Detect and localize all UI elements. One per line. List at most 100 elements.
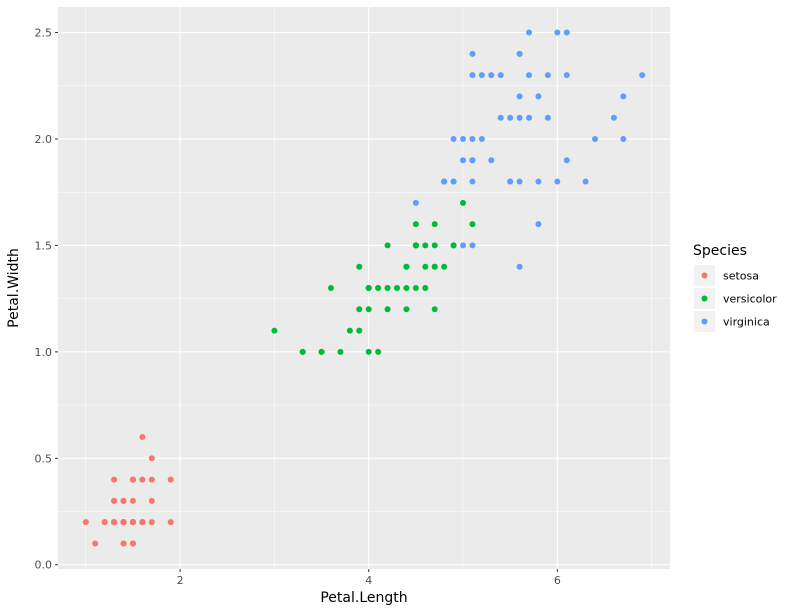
data-point-virginica [488, 72, 495, 79]
legend-label-virginica: virginica [723, 316, 770, 329]
data-point-virginica [639, 72, 646, 79]
data-point-virginica [535, 221, 542, 228]
data-point-versicolor [403, 285, 410, 291]
data-point-setosa [148, 455, 155, 462]
data-point-versicolor [384, 285, 391, 291]
data-point-versicolor [412, 221, 419, 228]
data-point-virginica [563, 157, 570, 164]
data-point-versicolor [365, 306, 372, 313]
data-point-setosa [111, 519, 118, 526]
data-point-virginica [478, 135, 485, 142]
data-point-versicolor [431, 263, 438, 270]
data-point-versicolor [356, 263, 363, 270]
data-point-versicolor [271, 327, 278, 334]
data-point-setosa [111, 497, 118, 504]
data-point-setosa [111, 476, 118, 483]
data-point-virginica [488, 157, 495, 164]
legend-title: Species [693, 243, 747, 259]
data-point-setosa [148, 497, 155, 504]
data-point-virginica [469, 178, 476, 185]
y-tick-label: 0.0 [35, 559, 53, 572]
data-point-versicolor [431, 306, 438, 313]
y-tick-label: 1.5 [35, 239, 53, 252]
data-point-versicolor [431, 221, 438, 228]
legend-marker-setosa [701, 272, 708, 279]
data-point-virginica [535, 93, 542, 100]
data-point-versicolor [412, 285, 419, 291]
data-point-setosa [129, 519, 136, 526]
data-point-virginica [497, 114, 504, 121]
y-tick-label: 0.5 [35, 452, 53, 465]
data-point-versicolor [327, 285, 334, 291]
data-point-setosa [129, 476, 136, 483]
data-point-virginica [526, 29, 533, 36]
data-point-versicolor [356, 306, 363, 313]
data-point-versicolor [450, 242, 457, 249]
data-point-versicolor [422, 285, 429, 291]
data-point-virginica [554, 29, 561, 36]
data-point-versicolor [441, 263, 448, 270]
data-point-virginica [516, 114, 523, 121]
y-tick-label: 2.0 [35, 133, 53, 146]
data-point-versicolor [403, 306, 410, 313]
legend-marker-versicolor [701, 295, 708, 302]
data-point-virginica [610, 114, 617, 121]
y-tick-label: 1.0 [35, 346, 53, 359]
data-point-virginica [469, 242, 476, 249]
x-tick-label: 2 [177, 574, 184, 587]
data-point-setosa [139, 434, 146, 441]
data-point-versicolor [337, 348, 344, 355]
data-point-setosa [129, 540, 136, 547]
data-point-versicolor [460, 199, 467, 206]
data-point-versicolor [356, 327, 363, 334]
data-points [82, 29, 646, 547]
data-point-versicolor [365, 285, 372, 291]
panel-background [58, 7, 670, 569]
data-point-versicolor [422, 242, 429, 249]
data-point-versicolor [299, 348, 306, 355]
data-point-virginica [497, 72, 504, 79]
data-point-virginica [620, 93, 627, 100]
data-point-virginica [507, 114, 514, 121]
data-point-versicolor [412, 242, 419, 249]
data-point-versicolor [346, 327, 353, 334]
x-axis-title: Petal.Length [320, 590, 407, 606]
data-point-virginica [516, 263, 523, 270]
data-point-virginica [582, 178, 589, 185]
y-axis: 0.0 0.5 1.0 1.5 2.0 2.5 [35, 27, 58, 572]
data-point-virginica [535, 178, 542, 185]
x-axis: 2 4 6 [177, 569, 561, 587]
data-point-setosa [129, 497, 136, 504]
data-point-virginica [563, 29, 570, 36]
data-point-versicolor [403, 263, 410, 270]
data-point-virginica [469, 72, 476, 79]
data-point-setosa [120, 540, 127, 547]
data-point-versicolor [431, 242, 438, 249]
major-gridlines [58, 7, 670, 569]
data-point-virginica [526, 72, 533, 79]
data-point-virginica [544, 72, 551, 79]
data-point-setosa [167, 519, 174, 526]
data-point-virginica [450, 178, 457, 185]
legend: Species setosa versicolor virginica [693, 243, 777, 332]
data-point-virginica [469, 135, 476, 142]
data-point-virginica [526, 114, 533, 121]
data-point-virginica [469, 157, 476, 164]
data-point-virginica [478, 72, 485, 79]
data-point-setosa [148, 476, 155, 483]
data-point-virginica [620, 135, 627, 142]
data-point-virginica [469, 50, 476, 57]
data-point-setosa [82, 519, 89, 526]
legend-label-setosa: setosa [723, 270, 759, 283]
data-point-setosa [101, 519, 108, 526]
y-tick-label: 2.5 [35, 27, 53, 40]
legend-label-versicolor: versicolor [723, 293, 777, 306]
data-point-virginica [554, 178, 561, 185]
data-point-versicolor [384, 242, 391, 249]
data-point-versicolor [394, 285, 401, 291]
data-point-setosa [139, 519, 146, 526]
data-point-setosa [120, 497, 127, 504]
data-point-versicolor [469, 221, 476, 228]
x-tick-label: 4 [365, 574, 372, 587]
